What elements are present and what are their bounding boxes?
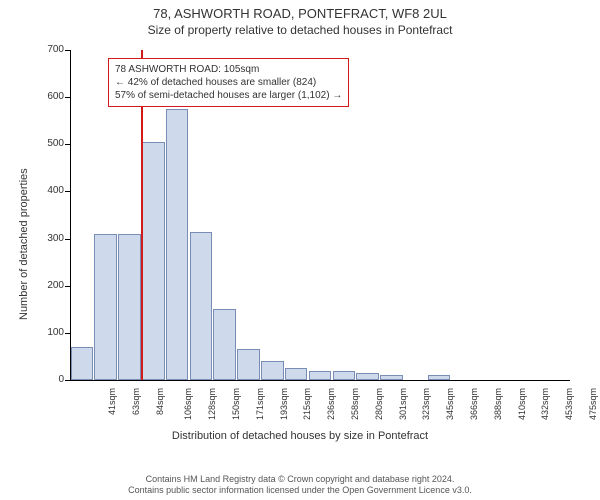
histogram-bar [356, 373, 379, 380]
histogram-bar [333, 371, 356, 380]
histogram-bar [309, 371, 332, 380]
y-axis-label: Number of detached properties [18, 168, 30, 320]
y-tick-label: 500 [34, 138, 64, 149]
y-axis [70, 50, 71, 380]
y-tick-label: 400 [34, 185, 64, 196]
x-axis [70, 380, 570, 381]
x-tick-label: 106sqm [183, 388, 193, 420]
histogram-bar [285, 368, 308, 380]
x-tick-label: 84sqm [155, 388, 165, 415]
x-tick-label: 432sqm [541, 388, 551, 420]
y-tick-label: 700 [34, 44, 64, 55]
x-tick-label: 388sqm [493, 388, 503, 420]
x-tick-label: 258sqm [350, 388, 360, 420]
x-tick-label: 366sqm [469, 388, 479, 420]
x-tick-label: 171sqm [255, 388, 265, 420]
x-tick-label: 475sqm [588, 388, 598, 420]
histogram-bar [118, 234, 141, 380]
histogram-bar [142, 142, 165, 380]
x-tick-label: 63sqm [131, 388, 141, 415]
y-tick-label: 300 [34, 233, 64, 244]
property-annotation: 78 ASHWORTH ROAD: 105sqm← 42% of detache… [108, 58, 349, 107]
annotation-line: 78 ASHWORTH ROAD: 105sqm [115, 63, 342, 76]
x-tick-label: 236sqm [326, 388, 336, 420]
histogram-bar [94, 234, 117, 380]
footer-line-2: Contains public sector information licen… [0, 485, 600, 496]
x-tick-label: 150sqm [231, 388, 241, 420]
y-tick-label: 200 [34, 280, 64, 291]
x-tick-label: 453sqm [564, 388, 574, 420]
histogram-bar [213, 309, 236, 380]
x-tick-label: 410sqm [517, 388, 527, 420]
histogram-bar [261, 361, 284, 380]
x-tick-label: 323sqm [421, 388, 431, 420]
x-axis-label: Distribution of detached houses by size … [0, 430, 600, 442]
footer-attribution: Contains HM Land Registry data © Crown c… [0, 474, 600, 496]
x-tick-label: 128sqm [207, 388, 217, 420]
x-tick-label: 193sqm [279, 388, 289, 420]
histogram-bar [237, 349, 260, 380]
x-tick-label: 280sqm [374, 388, 384, 420]
x-tick-label: 301sqm [398, 388, 408, 420]
y-tick-label: 600 [34, 91, 64, 102]
histogram-bar [190, 232, 213, 381]
x-tick-label: 345sqm [445, 388, 455, 420]
annotation-line: 57% of semi-detached houses are larger (… [115, 89, 342, 102]
histogram-bar [71, 347, 94, 380]
y-tick-label: 0 [34, 374, 64, 385]
y-tick-label: 100 [34, 327, 64, 338]
annotation-line: ← 42% of detached houses are smaller (82… [115, 76, 342, 89]
x-tick-label: 41sqm [107, 388, 117, 415]
footer-line-1: Contains HM Land Registry data © Crown c… [0, 474, 600, 485]
histogram-bar [166, 109, 189, 380]
histogram-chart: 0 100 200 300 400 500 600 700 41sqm 63sqm 84sqm 106… [0, 0, 600, 460]
x-tick-label: 215sqm [302, 388, 312, 420]
